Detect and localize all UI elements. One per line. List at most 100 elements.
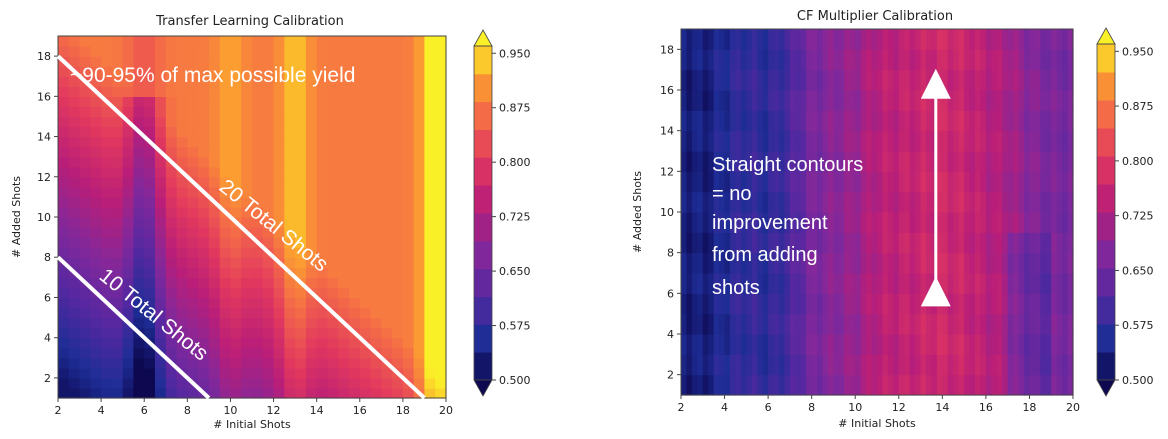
heat-cell <box>871 151 878 172</box>
heat-cell <box>349 257 361 268</box>
heat-cell <box>327 347 339 359</box>
heat-cell <box>1002 354 1009 376</box>
heat-cell <box>691 293 698 315</box>
heat-cell <box>122 126 135 138</box>
heat-cell <box>187 257 199 268</box>
heat-cell <box>392 166 404 178</box>
heat-cell <box>1002 191 1009 213</box>
heat-cell <box>1018 191 1025 213</box>
heat-cell <box>284 307 296 319</box>
heat-cell <box>915 29 922 50</box>
heat-cell <box>773 354 780 376</box>
heat-cell <box>887 49 894 71</box>
heat-cell <box>915 212 922 233</box>
heat-cell <box>855 110 862 132</box>
heat-cell <box>208 227 221 238</box>
heat-cell <box>359 136 372 148</box>
heat-cell <box>359 56 372 67</box>
heat-cell <box>904 313 911 335</box>
heat-cell <box>79 267 91 278</box>
heat-cell <box>751 313 758 335</box>
heat-cell <box>784 151 791 172</box>
heat-cell <box>822 313 829 335</box>
colorbar-segment <box>1097 268 1115 297</box>
heat-cell <box>219 367 232 379</box>
heat-cell <box>413 217 426 228</box>
heat-cell <box>1013 354 1020 376</box>
heat-cell <box>849 252 856 274</box>
heat-cell <box>860 293 867 315</box>
heat-cell <box>985 212 992 233</box>
heat-cell <box>402 247 415 258</box>
heat-cell <box>176 106 188 118</box>
heat-cell <box>402 106 415 118</box>
heat-cell <box>702 232 709 254</box>
heat-cell <box>762 191 769 213</box>
heat-cell <box>176 357 188 369</box>
heat-cell <box>926 130 932 152</box>
heat-cell <box>392 86 404 97</box>
heat-cell <box>208 186 221 198</box>
heat-cell <box>252 56 264 67</box>
heat-cell <box>305 66 318 77</box>
heat-cell <box>833 29 840 50</box>
heat-cell <box>327 337 339 349</box>
heat-cell <box>252 156 264 168</box>
heat-cell <box>991 273 998 294</box>
heat-cell <box>1007 212 1014 233</box>
heat-cell <box>969 130 976 152</box>
heat-cell <box>198 86 210 97</box>
heat-cell <box>327 217 339 228</box>
heat-cell <box>90 186 102 198</box>
heat-cell <box>702 29 709 50</box>
heat-cell <box>144 156 156 168</box>
heat-cell <box>359 166 372 178</box>
heat-cell <box>915 151 922 172</box>
heat-cell <box>942 334 949 355</box>
heat-cell <box>811 90 818 111</box>
heat-cell <box>975 334 981 355</box>
heat-cell <box>898 69 905 91</box>
heat-cell <box>746 130 753 152</box>
heat-cell <box>926 49 932 71</box>
heat-cell <box>241 247 253 258</box>
heat-cell <box>187 116 199 128</box>
heat-cell <box>953 374 960 396</box>
heat-cell <box>58 347 70 359</box>
heat-cell <box>947 171 954 193</box>
heat-cell <box>762 252 769 274</box>
heat-cell <box>381 247 393 258</box>
heat-cell <box>1007 252 1014 274</box>
heat-cell <box>90 357 102 369</box>
heat-cell <box>724 151 731 172</box>
heat-cell <box>68 237 81 248</box>
heat-cell <box>327 146 339 158</box>
heat-cell <box>68 86 81 97</box>
heat-cell <box>789 130 796 152</box>
heat-cell <box>975 90 981 111</box>
heat-cell <box>795 171 802 193</box>
heat-cell <box>219 297 232 309</box>
heat-cell <box>305 337 318 349</box>
heat-cell <box>702 273 709 294</box>
heat-cell <box>359 257 372 268</box>
heat-cell <box>144 227 156 238</box>
heat-cell <box>898 191 905 213</box>
heat-cell <box>975 232 981 254</box>
heat-cell <box>424 76 436 87</box>
heat-cell <box>435 347 447 359</box>
heat-cell <box>686 334 693 355</box>
heat-cell <box>893 90 900 111</box>
heat-cell <box>176 317 188 329</box>
heat-cell <box>1024 252 1030 274</box>
heat-cell <box>176 196 188 208</box>
heat-cell <box>392 66 404 77</box>
heat-cell <box>101 247 113 258</box>
heat-cell <box>176 387 188 399</box>
heat-cell <box>392 287 404 299</box>
heat-cell <box>904 374 911 396</box>
heat-cell <box>424 146 436 158</box>
heat-cell <box>953 49 960 71</box>
heat-cell <box>904 232 911 254</box>
heat-cell <box>101 106 113 118</box>
